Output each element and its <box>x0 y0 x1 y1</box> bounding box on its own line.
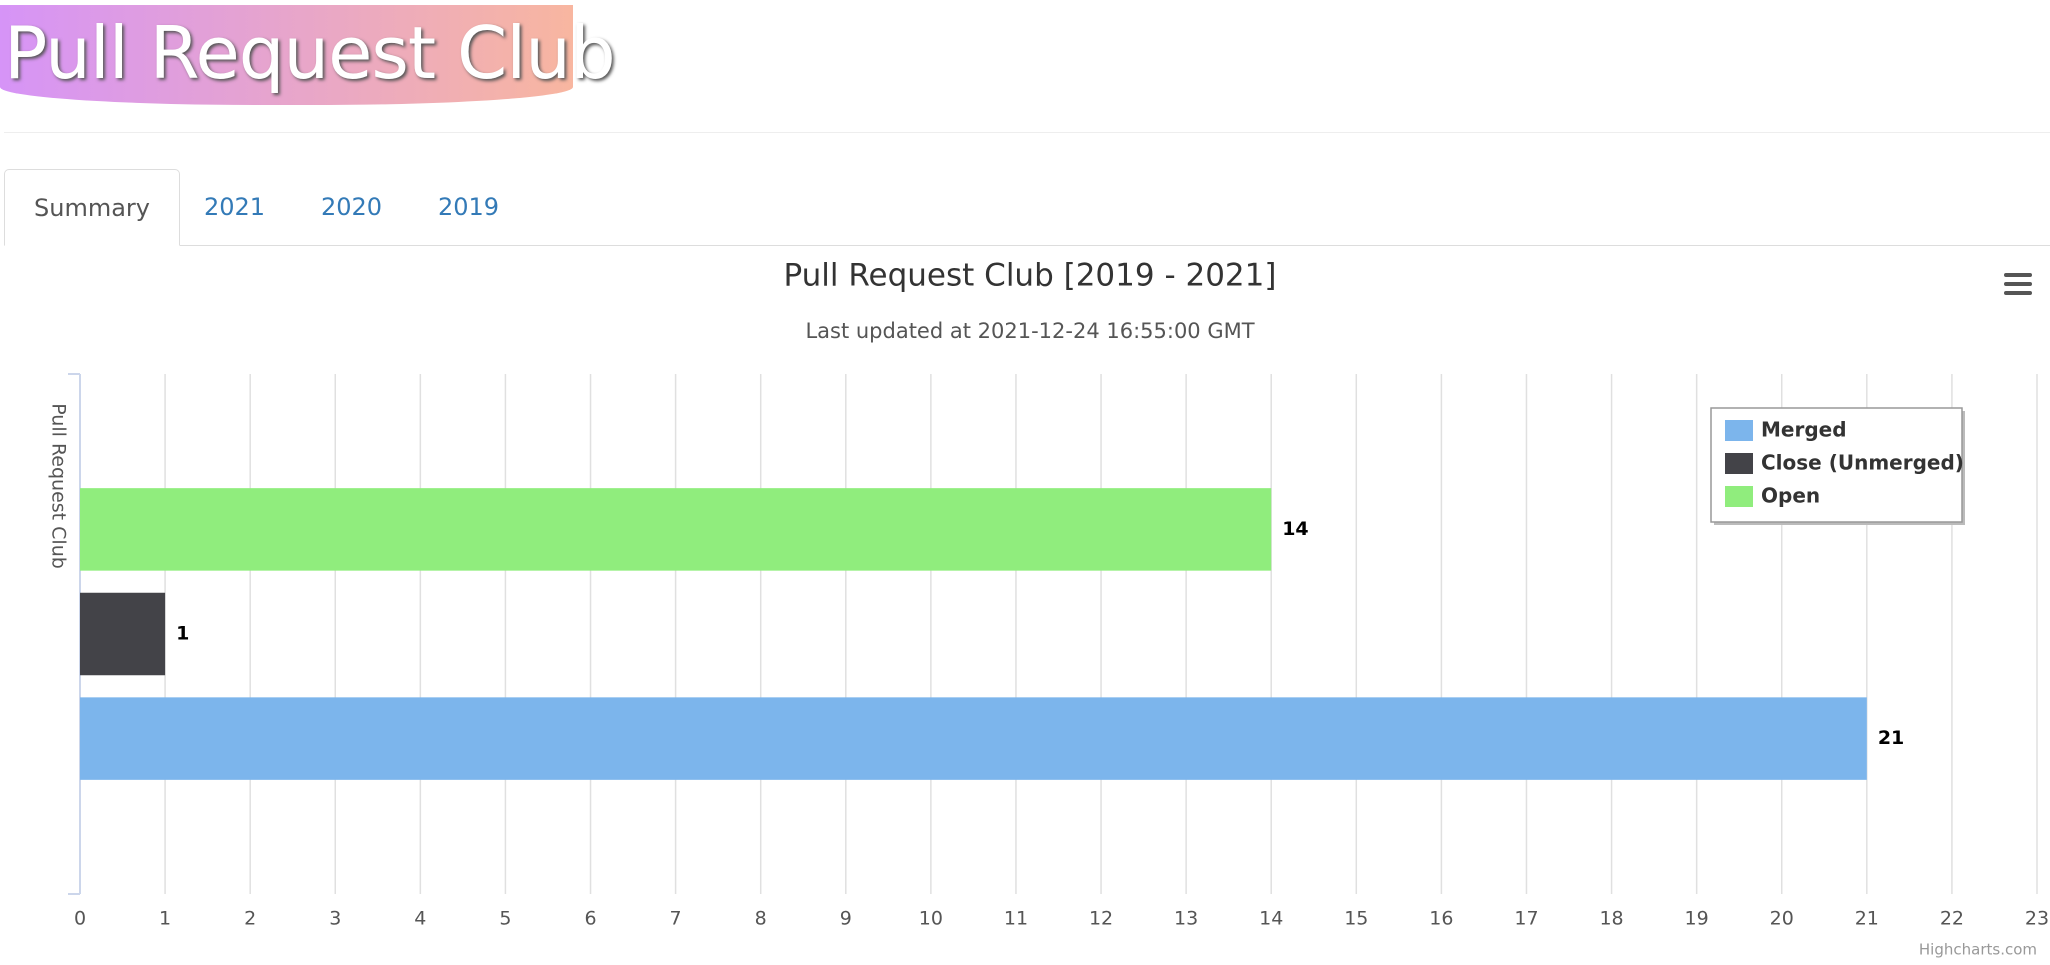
data-label: 1 <box>176 623 189 645</box>
x-tick-label: 19 <box>1685 908 1709 930</box>
tab[interactable]: 2019 <box>438 193 500 221</box>
logo-text[interactable]: Pull Request Club <box>4 11 616 95</box>
x-tick-label: 10 <box>919 908 943 930</box>
x-tick-label: 18 <box>1599 908 1623 930</box>
tab[interactable]: 2020 <box>321 193 383 221</box>
tabs: Summary 2021 2020 2019 <box>4 169 2050 246</box>
x-tick-label: 3 <box>329 908 341 930</box>
x-tick-label: 14 <box>1259 908 1283 930</box>
menu-button[interactable] <box>2004 273 2032 295</box>
x-tick-label: 0 <box>74 908 86 930</box>
x-tick-label: 12 <box>1089 908 1113 930</box>
x-tick-label: 22 <box>1940 908 1964 930</box>
x-tick-label: 5 <box>499 908 511 930</box>
x-tick-label: 21 <box>1855 908 1879 930</box>
data-label: 21 <box>1878 727 1904 749</box>
menu-line[interactable] <box>2004 273 2032 277</box>
divider <box>4 132 2050 133</box>
menu-line[interactable] <box>2004 291 2032 295</box>
credits[interactable]: Highcharts.com <box>1919 941 2037 959</box>
menu-line[interactable] <box>2004 282 2032 286</box>
x-tick-label: 23 <box>2025 908 2049 930</box>
logo[interactable]: Pull Request Club <box>0 5 616 105</box>
x-tick-label: 9 <box>840 908 852 930</box>
legend-swatch <box>1725 420 1753 441</box>
chart-title: Pull Request Club [2019 - 2021] <box>784 258 1277 294</box>
x-tick-label: 11 <box>1004 908 1028 930</box>
tab[interactable]: Summary <box>4 169 180 246</box>
x-tick-label: 13 <box>1174 908 1198 930</box>
legend-swatch <box>1725 486 1753 507</box>
x-tick-label: 16 <box>1429 908 1453 930</box>
chart-area <box>0 246 2050 965</box>
legend-swatch <box>1725 453 1753 474</box>
bar <box>80 592 166 676</box>
bar <box>80 488 1272 571</box>
x-tick-label: 1 <box>159 908 171 930</box>
tab[interactable]: 2021 <box>204 193 266 221</box>
x-tick-label: 15 <box>1344 908 1368 930</box>
x-tick-label: 2 <box>244 908 256 930</box>
bar <box>80 697 1867 780</box>
x-tick-label: 17 <box>1514 908 1538 930</box>
x-tick-label: 8 <box>755 908 767 930</box>
data-label: 14 <box>1282 518 1308 540</box>
x-tick-label: 6 <box>584 908 596 930</box>
x-tick-label: 7 <box>670 908 682 930</box>
legend-label: Merged <box>1761 418 1847 442</box>
chart-subtitle: Last updated at 2021-12-24 16:55:00 GMT <box>805 319 1254 343</box>
y-axis-label: Pull Request Club <box>48 403 70 569</box>
legend-label: Close (Unmerged) <box>1761 451 1964 475</box>
legend-label: Open <box>1761 484 1820 508</box>
x-tick-label: 20 <box>1770 908 1794 930</box>
x-tick-label: 4 <box>414 908 426 930</box>
